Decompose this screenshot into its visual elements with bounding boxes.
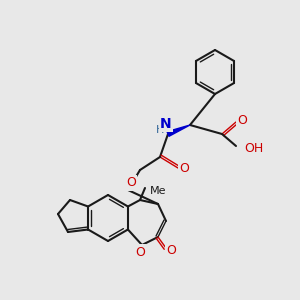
Text: H: H	[156, 125, 164, 135]
Text: O: O	[179, 163, 189, 176]
Text: O: O	[126, 176, 136, 190]
Text: O: O	[237, 113, 247, 127]
Text: N: N	[160, 117, 172, 131]
Text: Me: Me	[150, 186, 166, 196]
Polygon shape	[167, 125, 190, 136]
Text: O: O	[166, 244, 176, 257]
Text: OH: OH	[244, 142, 263, 154]
Text: O: O	[135, 245, 145, 259]
